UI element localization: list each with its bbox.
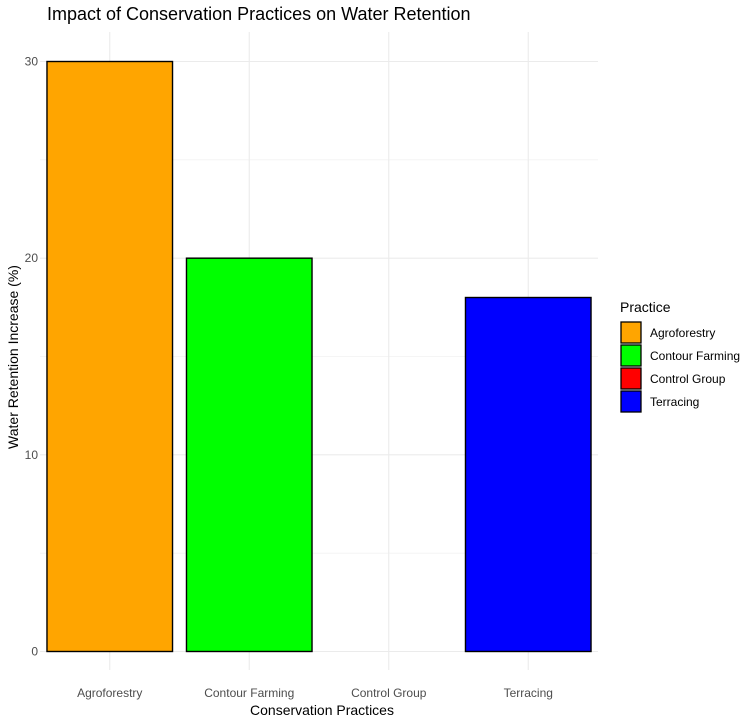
legend-label: Terracing: [650, 395, 699, 409]
legend-title: Practice: [620, 299, 671, 315]
bars: [46, 60, 592, 653]
y-tick-label: 30: [25, 55, 39, 69]
legend-label: Control Group: [650, 372, 726, 386]
y-axis-ticks: 0 10 20 30: [25, 55, 39, 659]
legend: Practice Agroforestry Contour Farming Cont…: [620, 299, 740, 413]
x-tick-label: Control Group: [351, 686, 427, 700]
legend-swatch: [620, 344, 642, 367]
legend-swatch: [620, 321, 642, 344]
x-tick-label: Contour Farming: [204, 686, 294, 700]
x-axis-title: Conservation Practices: [250, 702, 394, 718]
bar-contour-farming: [185, 257, 313, 653]
legend-label: Contour Farming: [650, 349, 740, 363]
y-axis-title: Water Retention Increase (%): [5, 265, 21, 449]
legend-swatch: [620, 390, 642, 413]
x-axis-ticks: Agroforestry Contour Farming Control Group…: [77, 686, 553, 700]
y-tick-label: 10: [25, 448, 39, 462]
legend-swatch: [620, 367, 642, 390]
legend-label: Agroforestry: [650, 326, 715, 340]
bar-terracing: [464, 296, 592, 653]
bar-agroforestry: [46, 60, 174, 653]
y-tick-label: 0: [31, 645, 38, 659]
y-tick-label: 20: [25, 251, 39, 265]
legend-items: Agroforestry Contour Farming Control Group…: [620, 321, 740, 413]
chart-title: Impact of Conservation Practices on Wate…: [47, 4, 471, 24]
x-tick-label: Terracing: [504, 686, 553, 700]
x-tick-label: Agroforestry: [77, 686, 142, 700]
